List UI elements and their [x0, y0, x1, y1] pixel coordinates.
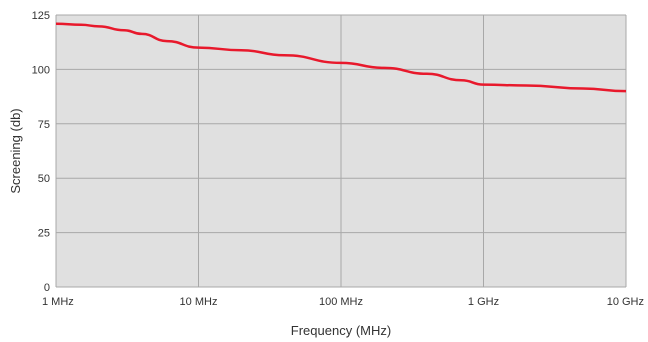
grid-lines — [55, 14, 627, 288]
x-tick-label: 10 MHz — [180, 296, 218, 308]
x-tick-label: 1 MHz — [42, 296, 74, 308]
y-tick-label: 50 — [38, 173, 50, 185]
x-tick-label: 100 MHz — [319, 296, 363, 308]
y-tick-label: 25 — [38, 228, 50, 240]
y-axis-ticks: 0 25 50 75 100 125 — [32, 10, 50, 294]
series-line — [55, 22, 627, 93]
y-axis-title: Screening (db) — [8, 108, 23, 193]
y-tick-label: 75 — [38, 119, 50, 131]
y-tick-label: 125 — [32, 10, 50, 22]
x-axis-ticks: 1 MHz 10 MHz 100 MHz 1 GHz 10 GHz — [42, 296, 644, 308]
x-tick-label: 1 GHz — [468, 296, 499, 308]
x-tick-label: 10 GHz — [607, 296, 644, 308]
x-axis-title: Frequency (MHz) — [291, 323, 391, 338]
y-tick-label: 100 — [32, 64, 50, 76]
series-group — [55, 22, 627, 93]
y-tick-label: 0 — [44, 282, 50, 294]
